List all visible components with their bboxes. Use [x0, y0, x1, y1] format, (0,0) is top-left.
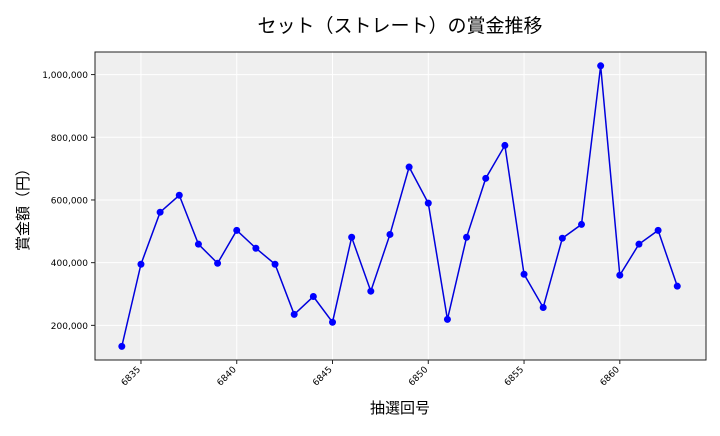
data-point	[233, 226, 241, 234]
data-point	[539, 303, 547, 311]
data-point	[501, 141, 509, 149]
x-tick-label: 6835	[120, 365, 143, 388]
plot-area	[95, 52, 706, 360]
plot-frame	[94, 51, 707, 361]
data-point	[118, 342, 126, 350]
x-tick-label: 6860	[599, 365, 622, 388]
data-point	[214, 259, 222, 267]
y-tick-label: 400,000	[51, 259, 88, 269]
y-tick-label: 200,000	[51, 322, 88, 332]
x-tick-label: 6850	[407, 365, 430, 388]
data-point	[616, 271, 624, 279]
y-tick-label: 1,000,000	[42, 71, 88, 81]
data-point	[156, 208, 164, 216]
x-axis-label: 抽選回号	[370, 399, 430, 417]
data-point	[520, 270, 528, 278]
chart-title: セット（ストレート）の賞金推移	[257, 15, 542, 37]
data-point	[386, 230, 394, 238]
x-tick-label: 6855	[503, 365, 526, 388]
y-axis-label: 賞金額（円）	[14, 161, 32, 251]
data-point	[348, 233, 356, 241]
data-point	[443, 315, 451, 323]
data-point	[309, 293, 317, 301]
data-point	[271, 260, 279, 268]
data-point	[252, 244, 260, 252]
data-point	[290, 310, 298, 318]
data-point	[405, 163, 413, 171]
data-point	[673, 282, 681, 290]
data-point	[175, 191, 183, 199]
data-point	[367, 287, 375, 295]
data-point	[194, 240, 202, 248]
data-point	[654, 226, 662, 234]
x-tick-label: 6845	[311, 365, 334, 388]
data-point	[137, 260, 145, 268]
data-point	[424, 199, 432, 207]
x-tick-label: 6840	[216, 365, 239, 388]
data-point	[329, 318, 337, 326]
data-point	[482, 174, 490, 182]
data-point	[578, 220, 586, 228]
data-point	[635, 240, 643, 248]
data-point	[558, 234, 566, 242]
data-point	[463, 233, 471, 241]
series-line	[121, 65, 678, 347]
data-point	[597, 62, 605, 70]
y-tick-label: 600,000	[51, 196, 88, 206]
y-tick-label: 800,000	[51, 134, 88, 144]
